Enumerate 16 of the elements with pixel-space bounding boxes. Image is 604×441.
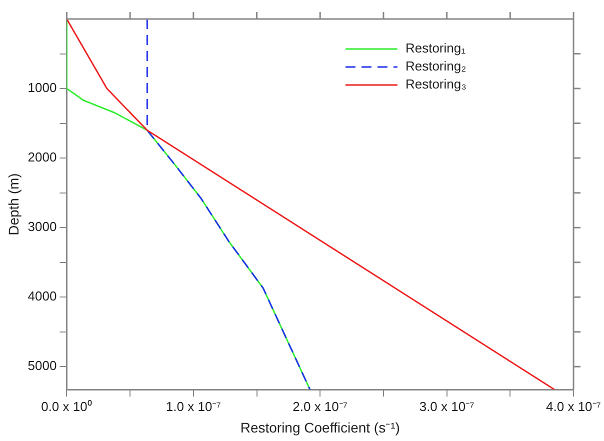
x-axis-title: Restoring Coefficient (s⁻¹): [240, 419, 400, 436]
legend-label: Restoring₂: [405, 58, 466, 74]
y-tick-label: 3000: [28, 219, 57, 234]
legend-label: Restoring₃: [405, 76, 466, 92]
legend-label: Restoring₁: [405, 40, 466, 56]
x-tick-label: 3.0 x 10⁻⁷: [419, 398, 475, 414]
x-tick-label: 1.0 x 10⁻⁷: [166, 398, 222, 414]
y-tick-label: 1000: [28, 80, 57, 96]
y-axis-title: Depth (m): [5, 173, 22, 236]
x-tick-label: 2.0 x 10⁻⁷: [292, 398, 348, 414]
x-tick-label: 0.0 x 10⁰: [41, 398, 92, 414]
y-tick-label: 2000: [28, 150, 57, 165]
x-tick-label: 4.0 x 10⁻⁷: [546, 398, 602, 414]
line-series: [146, 19, 311, 390]
y-tick-label: 5000: [28, 358, 57, 374]
y-tick-label: 4000: [28, 288, 57, 304]
